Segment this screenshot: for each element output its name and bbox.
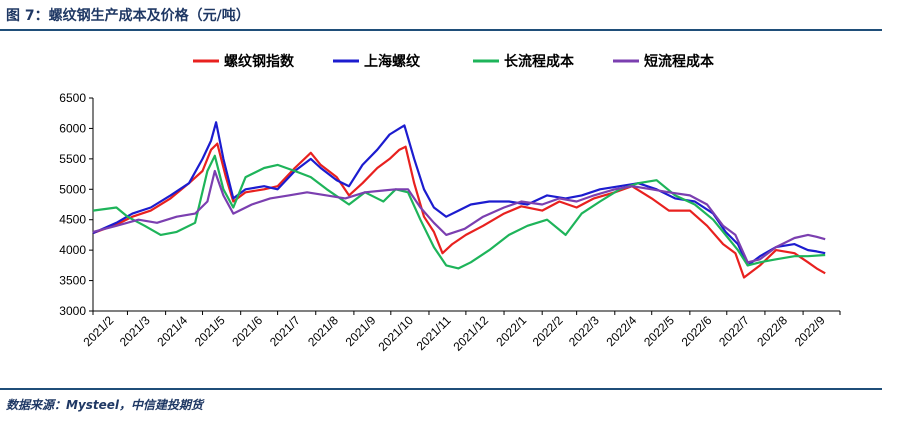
x-tick-label: 2022/3 <box>566 313 602 349</box>
y-tick-label: 4500 <box>59 213 86 227</box>
y-tick-label: 4000 <box>59 243 86 257</box>
x-tick-label: 2021/3 <box>117 313 153 349</box>
x-tick-label: 2021/9 <box>343 313 379 349</box>
legend-label-2: 上海螺纹 <box>364 53 421 70</box>
x-tick-label: 2022/4 <box>604 313 640 349</box>
chart-series <box>92 121 826 279</box>
x-tick-label: 2022/1 <box>493 313 529 349</box>
x-tick-label: 2021/2 <box>80 313 116 349</box>
series-line-4 <box>92 169 826 264</box>
line-chart: 螺纹钢指数 上海螺纹 长流程成本 短流程成本 3000 3500 4000 4500 5000… <box>59 53 841 354</box>
x-tick-label: 2022/9 <box>792 313 828 349</box>
x-tick-label: 2022/6 <box>679 313 715 349</box>
series-line-1 <box>92 142 826 279</box>
x-tick-label: 2021/4 <box>154 313 190 349</box>
footer-rule <box>0 388 882 390</box>
x-tick-label: 2021/5 <box>192 313 228 349</box>
x-tick-label: 2021/11 <box>414 313 454 353</box>
figure-title: 图 7：螺纹钢生产成本及价格（元/吨） <box>6 8 250 24</box>
x-tick-label: 2022/8 <box>754 313 790 349</box>
legend-label-1: 螺纹钢指数 <box>224 53 295 70</box>
y-tick-label: 3000 <box>59 304 86 318</box>
y-tick-label: 5000 <box>59 182 86 196</box>
chart-legend: 螺纹钢指数 上海螺纹 长流程成本 短流程成本 <box>193 53 715 70</box>
y-tick-label: 6000 <box>59 121 86 135</box>
x-tick-label: 2022/2 <box>530 313 566 349</box>
x-tick-label: 2021/7 <box>267 313 303 349</box>
y-tick-label: 5500 <box>59 152 86 166</box>
legend-label-4: 短流程成本 <box>644 53 715 70</box>
y-tick-label: 3500 <box>59 274 86 288</box>
series-line-2 <box>92 121 826 267</box>
x-tick-label: 2021/6 <box>229 313 265 349</box>
data-source: 数据来源：Mysteel，中信建投期货 <box>6 398 204 412</box>
x-tick-label: 2021/8 <box>305 313 341 349</box>
x-tick-label: 2022/7 <box>716 313 752 349</box>
header-rule <box>0 29 882 31</box>
x-tick-label: 2021/10 <box>375 313 416 354</box>
series-line-3 <box>92 154 826 270</box>
x-tick-label: 2021/12 <box>450 313 491 354</box>
x-tick-label: 2022/5 <box>641 313 677 349</box>
legend-label-3: 长流程成本 <box>504 53 575 70</box>
y-tick-label: 6500 <box>59 91 86 105</box>
